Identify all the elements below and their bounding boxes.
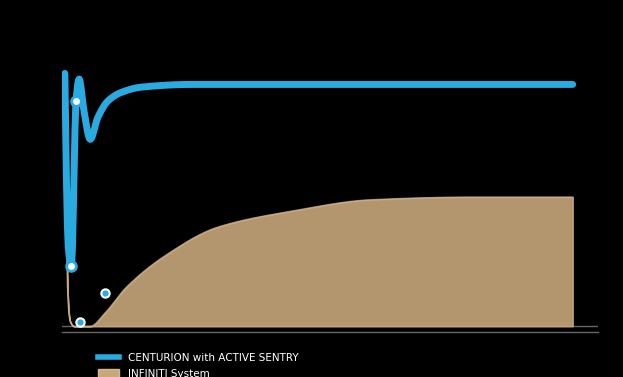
- Legend: CENTURION with ACTIVE SENTRY, INFINITI System: CENTURION with ACTIVE SENTRY, INFINITI S…: [94, 349, 302, 377]
